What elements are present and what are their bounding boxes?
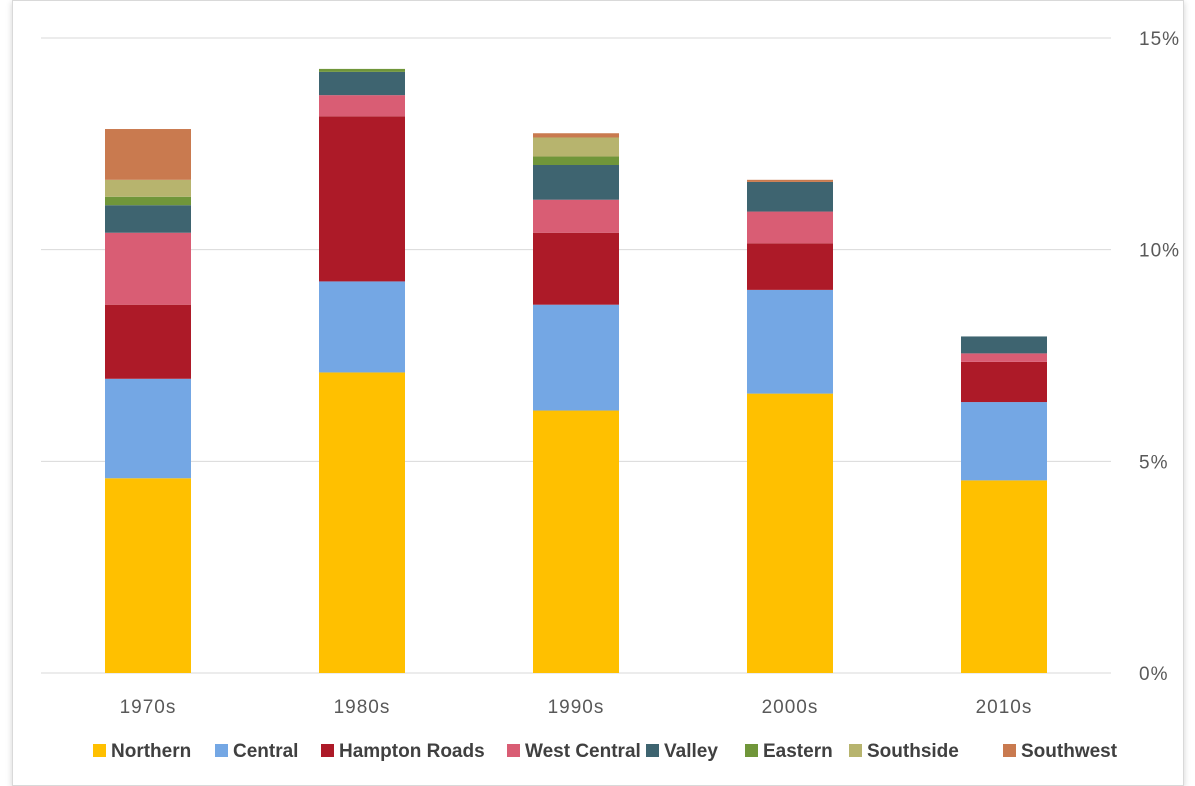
- bar-segment-west-central: [105, 232, 191, 305]
- bar-segment-southwest: [747, 179, 833, 182]
- legend-label: Valley: [664, 741, 718, 762]
- bar-segment-hampton-roads: [961, 361, 1047, 403]
- legend-label: Southwest: [1021, 741, 1118, 762]
- legend-swatch: [646, 744, 659, 757]
- bar-segment-central: [961, 402, 1047, 481]
- bars: [105, 68, 1047, 673]
- legend: Northern Central Hampton Roads West Central…: [93, 741, 1118, 762]
- y-tick-label: 15%: [1139, 29, 1180, 50]
- bar-segment-valley: [961, 336, 1047, 354]
- legend-swatch: [1003, 744, 1016, 757]
- x-tick-label: 1980s: [334, 697, 391, 718]
- bar-segment-eastern: [533, 156, 619, 165]
- x-tick-label: 2010s: [976, 697, 1033, 718]
- legend-swatch: [849, 744, 862, 757]
- x-tick-label: 1990s: [548, 697, 605, 718]
- stacked-bar-chart: 0% 5% 10% 15% 1970s 1980s 1990s 2000s 2010s Nor…: [41, 29, 1180, 762]
- bar-segment-eastern: [105, 196, 191, 206]
- bar-segment-northern: [319, 372, 405, 673]
- bar-segment-west-central: [533, 199, 619, 233]
- bar-segment-hampton-roads: [105, 304, 191, 379]
- y-tick-label: 10%: [1139, 241, 1180, 262]
- bar-segment-southside: [105, 179, 191, 197]
- legend-label: Northern: [111, 741, 191, 762]
- legend-swatch: [321, 744, 334, 757]
- y-tick-label: 0%: [1139, 664, 1168, 685]
- legend-label: Hampton Roads: [339, 741, 485, 762]
- bar-segment-central: [319, 281, 405, 373]
- legend-swatch: [745, 744, 758, 757]
- x-axis-labels: 1970s 1980s 1990s 2000s 2010s: [120, 697, 1033, 718]
- bar-segment-central: [105, 378, 191, 479]
- legend-swatch: [215, 744, 228, 757]
- bar-segment-valley: [105, 205, 191, 233]
- bar-segment-hampton-roads: [319, 116, 405, 282]
- bar-segment-eastern: [319, 68, 405, 72]
- legend-swatch: [93, 744, 106, 757]
- bar-segment-southwest: [105, 129, 191, 180]
- bar-segment-southside: [533, 137, 619, 157]
- legend-label: Central: [233, 741, 298, 762]
- legend-label: West Central: [525, 741, 641, 762]
- chart-frame: 0% 5% 10% 15% 1970s 1980s 1990s 2000s 2010s Nor…: [12, 0, 1184, 786]
- bar-segment-northern: [533, 410, 619, 673]
- x-tick-label: 1970s: [120, 697, 177, 718]
- legend-swatch: [507, 744, 520, 757]
- bar-segment-valley: [747, 181, 833, 212]
- y-axis-labels: 0% 5% 10% 15%: [1139, 29, 1180, 685]
- bar-segment-central: [533, 304, 619, 411]
- bar-segment-hampton-roads: [747, 243, 833, 290]
- x-tick-label: 2000s: [762, 697, 819, 718]
- legend-label: Eastern: [763, 741, 833, 762]
- bar-segment-northern: [961, 480, 1047, 673]
- bar-segment-northern: [105, 478, 191, 673]
- bar-segment-hampton-roads: [533, 232, 619, 305]
- bar-segment-central: [747, 289, 833, 394]
- bar-segment-southwest: [533, 133, 619, 138]
- bar-segment-northern: [747, 393, 833, 673]
- bar-segment-west-central: [319, 95, 405, 117]
- legend-label: Southside: [867, 741, 959, 762]
- y-tick-label: 5%: [1139, 452, 1168, 473]
- bar-segment-west-central: [961, 353, 1047, 362]
- bar-segment-valley: [319, 71, 405, 96]
- bar-segment-west-central: [747, 211, 833, 244]
- bar-segment-valley: [533, 165, 619, 200]
